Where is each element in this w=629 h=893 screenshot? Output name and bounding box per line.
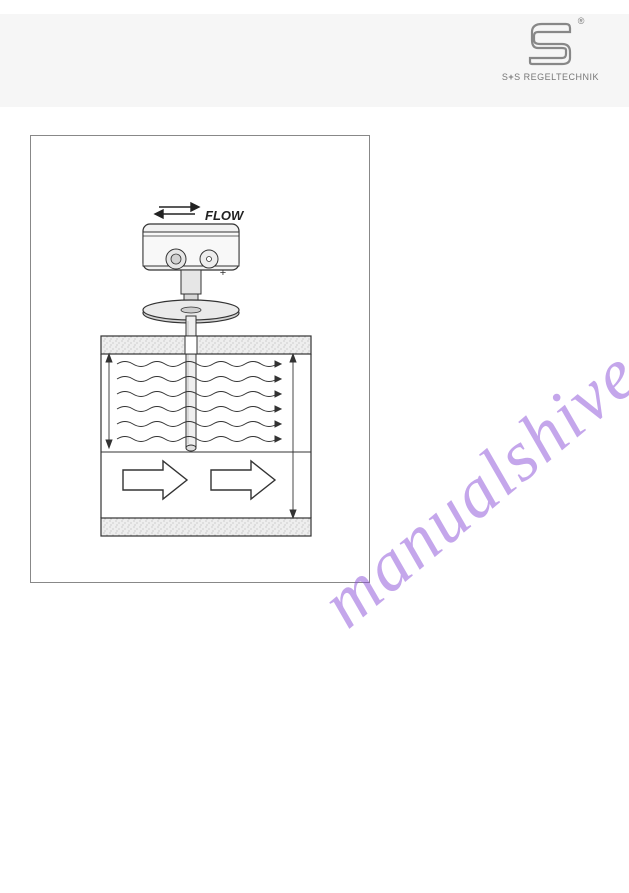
logo-registered: ® [578,16,585,26]
sensor-neck [181,270,201,304]
flow-label: FLOW [205,208,243,223]
svg-text:+: + [220,267,226,279]
flow-block-arrows [123,461,275,499]
logo-brand-s2: S [514,72,521,82]
logo: ® S+S REGELTECHNIK [502,22,599,82]
airflow-waves [117,361,281,442]
logo-text: S+S REGELTECHNIK [502,72,599,82]
figure-frame: − + [30,135,370,583]
logo-s-icon [526,22,574,66]
dimension-right [290,354,296,518]
logo-mark: ® [526,22,574,66]
dimension-left [106,354,112,448]
logo-brand-suffix: REGELTECHNIK [524,72,599,82]
flow-direction-icon [155,203,199,218]
installation-diagram: − + [31,136,369,582]
